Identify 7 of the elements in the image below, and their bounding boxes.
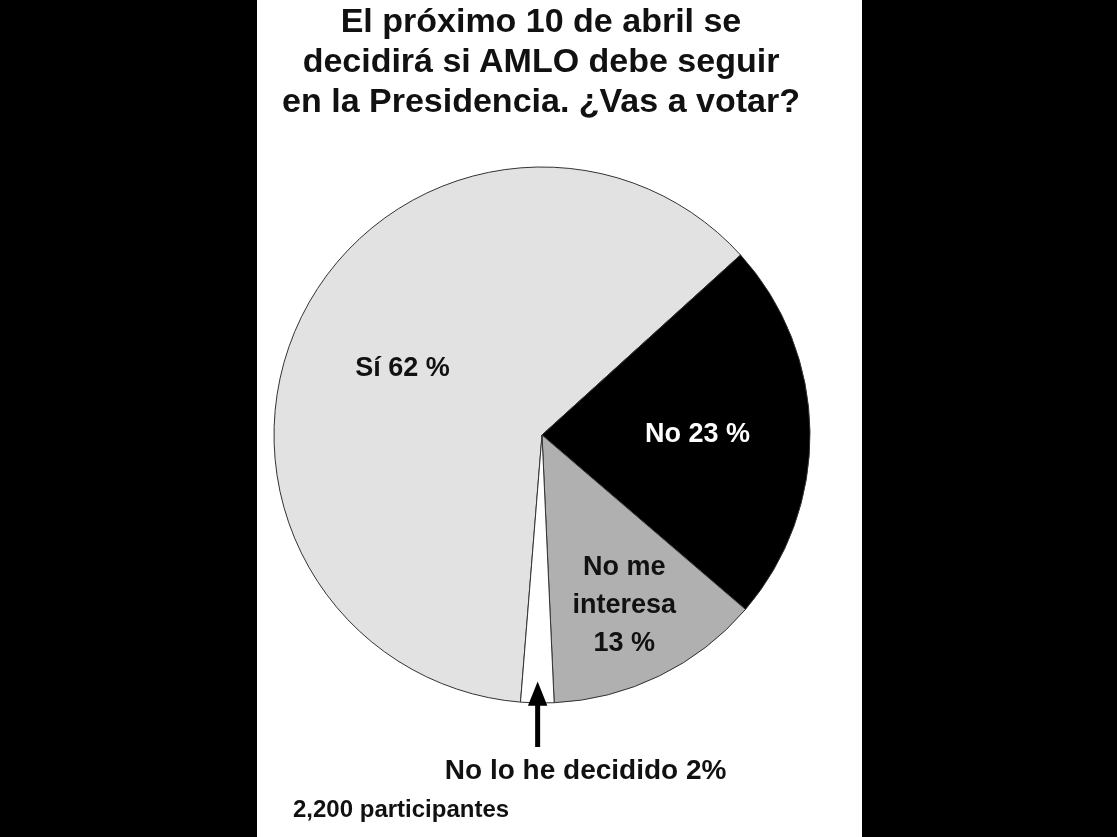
- slice-label: Sí 62 %: [355, 351, 450, 382]
- chart-title: El próximo 10 de abril se decidirá si AMLO debe seguir en la Presidencia. ¿Vas a votar?: [281, 0, 801, 120]
- data-label: 13 %: [593, 626, 656, 657]
- text: 2,200 participantes: [293, 795, 510, 823]
- slice-label: No me interesa: [572, 551, 677, 620]
- slice-label: No lo he decidido 2%: [444, 754, 727, 785]
- slice-label: No 23 %: [644, 418, 750, 449]
